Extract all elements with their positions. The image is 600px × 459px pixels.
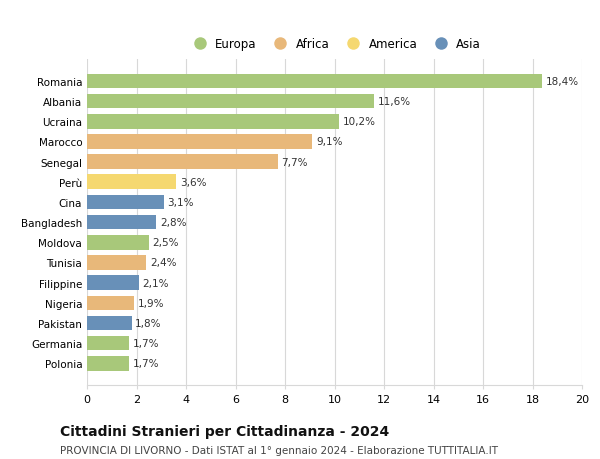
Bar — [87, 95, 374, 109]
Bar — [87, 276, 139, 290]
Bar — [87, 235, 149, 250]
Bar — [87, 215, 156, 230]
Text: 1,9%: 1,9% — [138, 298, 164, 308]
Text: 3,6%: 3,6% — [180, 177, 206, 187]
Bar — [87, 74, 542, 89]
Bar — [87, 115, 340, 129]
Text: 7,7%: 7,7% — [281, 157, 308, 167]
Bar — [87, 155, 278, 169]
Text: 11,6%: 11,6% — [378, 97, 411, 107]
Text: PROVINCIA DI LIVORNO - Dati ISTAT al 1° gennaio 2024 - Elaborazione TUTTITALIA.I: PROVINCIA DI LIVORNO - Dati ISTAT al 1° … — [60, 445, 498, 455]
Text: 3,1%: 3,1% — [167, 197, 194, 207]
Text: Cittadini Stranieri per Cittadinanza - 2024: Cittadini Stranieri per Cittadinanza - 2… — [60, 425, 389, 438]
Bar — [87, 256, 146, 270]
Text: 2,5%: 2,5% — [152, 238, 179, 248]
Bar — [87, 175, 176, 190]
Legend: Europa, Africa, America, Asia: Europa, Africa, America, Asia — [184, 33, 485, 56]
Text: 1,7%: 1,7% — [133, 358, 159, 369]
Text: 2,1%: 2,1% — [143, 278, 169, 288]
Text: 10,2%: 10,2% — [343, 117, 376, 127]
Bar — [87, 316, 131, 330]
Text: 18,4%: 18,4% — [546, 77, 579, 87]
Text: 1,8%: 1,8% — [135, 318, 162, 328]
Bar — [87, 135, 312, 149]
Bar — [87, 296, 134, 310]
Text: 2,8%: 2,8% — [160, 218, 187, 228]
Bar — [87, 195, 164, 210]
Text: 2,4%: 2,4% — [150, 258, 176, 268]
Bar — [87, 336, 129, 351]
Text: 9,1%: 9,1% — [316, 137, 343, 147]
Bar — [87, 356, 129, 371]
Text: 1,7%: 1,7% — [133, 338, 159, 348]
